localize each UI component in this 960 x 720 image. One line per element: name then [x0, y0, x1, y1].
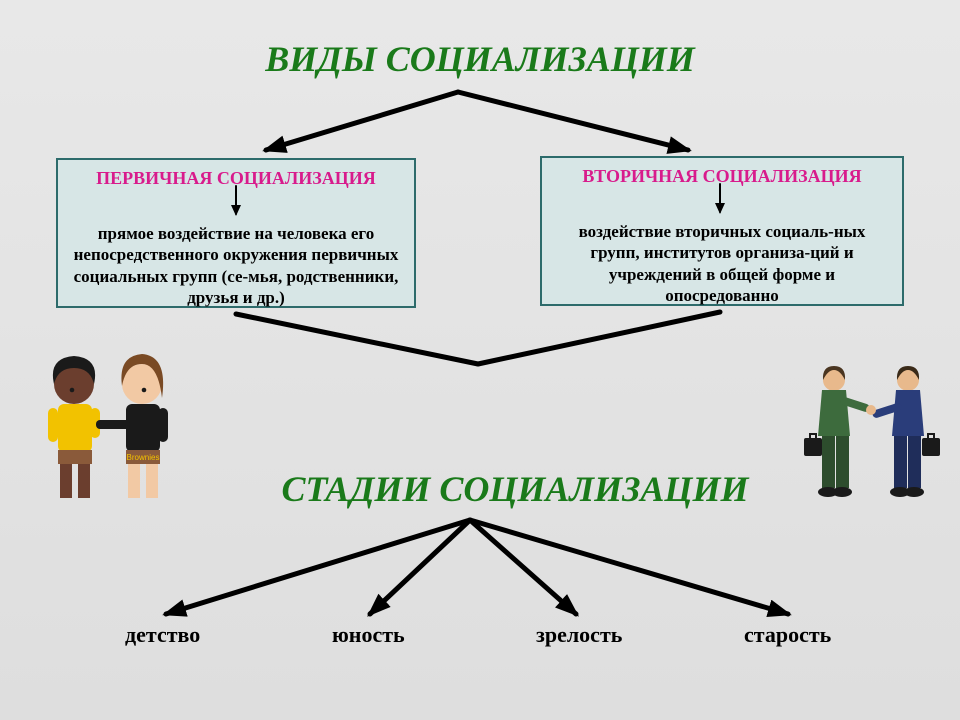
- box-secondary-heading: ВТОРИЧНАЯ СОЦИАЛИЗАЦИЯ: [552, 166, 892, 187]
- stage-maturity: зрелость: [536, 622, 622, 648]
- stage-youth: юность: [332, 622, 405, 648]
- box-primary-socialization: ПЕРВИЧНАЯ СОЦИАЛИЗАЦИЯ прямое воздействи…: [56, 158, 416, 308]
- stage-oldage: старость: [744, 622, 831, 648]
- box-secondary-socialization: ВТОРИЧНАЯ СОЦИАЛИЗАЦИЯ воздействие втори…: [540, 156, 904, 306]
- title-types: ВИДЫ СОЦИАЛИЗАЦИИ: [180, 38, 780, 80]
- box-primary-heading: ПЕРВИЧНАЯ СОЦИАЛИЗАЦИЯ: [68, 168, 404, 189]
- box-primary-body: прямое воздействие на человека его непос…: [74, 224, 399, 307]
- handshake-illustration: [792, 360, 950, 510]
- svg-text:Brownies: Brownies: [127, 453, 160, 462]
- title-stages: СТАДИИ СОЦИАЛИЗАЦИИ: [215, 468, 815, 510]
- handshake-icon: [792, 360, 950, 510]
- friends-icon: Brownies: [30, 350, 200, 510]
- friends-illustration: Brownies: [30, 350, 200, 510]
- box-secondary-body: воздействие вторичных социаль-ных групп,…: [579, 222, 866, 305]
- stage-childhood: детство: [125, 622, 200, 648]
